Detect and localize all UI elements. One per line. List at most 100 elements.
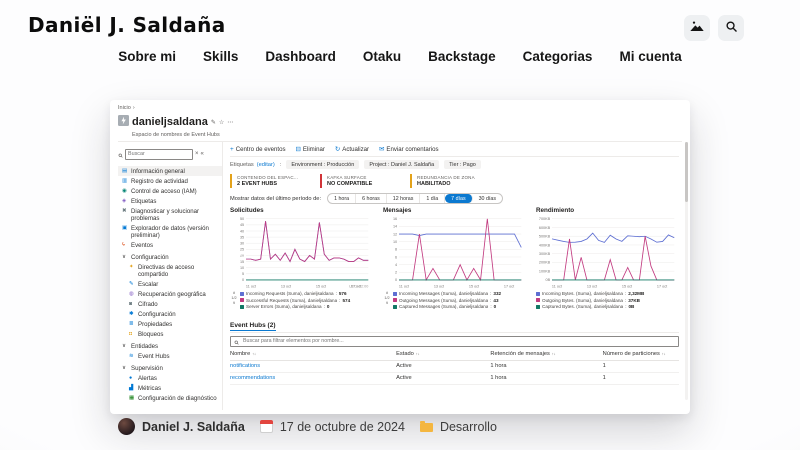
sidebar-item-icon: ▣ xyxy=(122,225,128,231)
command-bar: + Centro de eventos ⊟ Eliminar ↻ Actuali… xyxy=(230,145,679,157)
hub-retention: 1 hora xyxy=(490,375,602,381)
svg-text:8: 8 xyxy=(395,248,397,252)
time-range-pill[interactable]: 30 días xyxy=(473,194,502,203)
sort-icon[interactable]: ↑↓ xyxy=(662,352,666,356)
sidebar-item[interactable]: ϟ Eventos xyxy=(118,240,222,250)
sidebar-item[interactable]: ✖ Diagnosticar y solucionar problemas xyxy=(118,206,222,223)
breadcrumb-separator: › xyxy=(133,105,135,111)
sidebar-item-label: Bloqueos xyxy=(138,331,163,338)
sidebar-item[interactable]: ∨ Configuración xyxy=(118,252,222,262)
legend-value: 2,32MB xyxy=(628,291,644,296)
sidebar-item[interactable]: ● Alertas xyxy=(118,373,222,383)
sidebar-item[interactable]: ∨ Entidades xyxy=(118,341,222,351)
nav-item[interactable]: Mi cuenta xyxy=(619,49,681,64)
line-chart-mensajes[interactable]: 161412108642011 oct13 oct15 oct17 oct xyxy=(383,215,526,290)
sidebar-item[interactable]: ≣ Propiedades xyxy=(118,319,222,329)
mountain-icon-button[interactable] xyxy=(684,15,710,41)
time-range-pill-label: 7 días xyxy=(451,196,465,202)
sidebar-item[interactable]: ◍ Recuperación geográfica xyxy=(118,289,222,299)
edit-icon[interactable]: ✎ xyxy=(211,119,216,126)
column-header[interactable]: Número de particiones ↑↓ xyxy=(603,351,679,357)
tags-edit-link[interactable]: (editar) xyxy=(257,162,275,168)
legend-item[interactable]: Outgoing Bytes. (Suma), danieljsaldana :… xyxy=(536,298,679,303)
scrollbar[interactable] xyxy=(685,142,688,400)
post-category[interactable]: Desarrollo xyxy=(440,420,497,434)
pager-down-icon[interactable]: ∨ xyxy=(233,301,236,306)
command-bar-button[interactable]: ⊟ Eliminar xyxy=(296,145,325,153)
sidebar-item[interactable]: ✦ Directivas de acceso compartido xyxy=(118,262,222,279)
sidebar-item[interactable]: ▦ Configuración de diagnóstico xyxy=(118,393,222,403)
line-chart-rendimiento[interactable]: 700KB600KB500KB400KB300KB200KB100KB0B11 … xyxy=(536,215,679,290)
time-range-pill[interactable]: 1 día xyxy=(420,194,445,203)
sidebar-item-icon: ✱ xyxy=(129,311,135,317)
sidebar-item[interactable]: ✎ Escalar xyxy=(118,279,222,289)
legend-separator: : xyxy=(490,304,491,309)
tab-event-hubs[interactable]: Event Hubs (2) xyxy=(230,322,276,332)
more-icon[interactable]: ⋯ xyxy=(227,119,233,126)
sidebar-item[interactable]: ▥ Registro de actividad xyxy=(118,176,222,186)
line-chart-solicitudes[interactable]: 5045403530252015105011 oct13 oct15 oct17… xyxy=(230,215,373,290)
sidebar-item[interactable]: ◈ Etiquetas xyxy=(118,196,222,206)
search-button[interactable] xyxy=(718,15,744,41)
breadcrumb-home-link[interactable]: Inicio xyxy=(118,105,131,111)
sort-icon[interactable]: ↑↓ xyxy=(552,352,556,356)
collapse-sidebar-icon[interactable]: « xyxy=(201,151,204,157)
time-range-pill[interactable]: 7 días xyxy=(445,194,472,203)
author-avatar[interactable] xyxy=(118,418,135,435)
hub-name-link[interactable]: recommendations xyxy=(230,375,396,381)
legend-item[interactable]: Server Errors (Suma), danieljsaldana : 0 xyxy=(240,304,373,309)
legend-item[interactable]: Outgoing Messages (Suma), danieljsaldana… xyxy=(393,298,526,303)
sidebar-item[interactable]: ▣ Explorador de datos (versión prelimina… xyxy=(118,223,222,240)
sidebar-item[interactable]: ▟ Métricas xyxy=(118,383,222,393)
tag-chips: Environment : ProducciónProject : Daniel… xyxy=(286,160,481,169)
column-header[interactable]: Nombre ↑↓ xyxy=(230,351,396,357)
legend-item[interactable]: Successful Requests (Suma), danieljsalda… xyxy=(240,298,373,303)
sidebar-search-input[interactable] xyxy=(125,149,193,160)
time-range-pill-label: 12 horas xyxy=(393,196,414,202)
column-header[interactable]: Estado ↑↓ xyxy=(396,351,490,357)
sidebar-item-label: Explorador de datos (versión preliminar) xyxy=(131,225,220,239)
table-row[interactable]: notifications Active 1 hora 1 xyxy=(230,361,679,373)
site-logo[interactable]: Daniël J. Saldaña xyxy=(28,13,226,37)
command-bar-button[interactable]: ↻ Actualizar xyxy=(335,145,369,153)
sort-icon[interactable]: ↑↓ xyxy=(252,352,256,356)
legend-item[interactable]: Captured Bytes. (Suma), danieljsaldana :… xyxy=(536,304,679,309)
legend-separator: : xyxy=(339,298,340,303)
sidebar-item-icon: ✎ xyxy=(129,281,135,287)
nav-item[interactable]: Otaku xyxy=(363,49,401,64)
legend-item[interactable]: Incoming Messages (Suma), danieljsaldana… xyxy=(393,291,526,296)
nav-item[interactable]: Categorias xyxy=(523,49,593,64)
command-bar-button[interactable]: ✉ Enviar comentarios xyxy=(379,145,439,153)
nav-item[interactable]: Sobre mi xyxy=(118,49,176,64)
column-header[interactable]: Retención de mensajes ↑↓ xyxy=(490,351,602,357)
legend-pager[interactable]: ∧ 1/2 ∨ xyxy=(383,291,391,311)
sidebar-item-icon: ◉ xyxy=(122,188,128,194)
legend-item[interactable]: Incoming Bytes. (Suma), danieljsaldana :… xyxy=(536,291,679,296)
favorite-star-icon[interactable]: ☆ xyxy=(219,119,224,126)
time-range-pill[interactable]: 6 horas xyxy=(356,194,387,203)
nav-item[interactable]: Backstage xyxy=(428,49,496,64)
command-icon: ✉ xyxy=(379,145,384,153)
sidebar-item[interactable]: ▤ Información general xyxy=(118,166,222,176)
nav-item[interactable]: Skills xyxy=(203,49,238,64)
command-bar-button[interactable]: + Centro de eventos xyxy=(230,146,286,153)
sidebar-item[interactable]: ✱ Configuración xyxy=(118,309,222,319)
sort-icon[interactable]: ↑↓ xyxy=(416,352,420,356)
sidebar-item[interactable]: ≋ Event Hubs xyxy=(118,351,222,361)
time-range-pill[interactable]: 12 horas xyxy=(387,194,421,203)
hub-name-link[interactable]: notifications xyxy=(230,363,396,369)
pager-down-icon[interactable]: ∨ xyxy=(386,301,389,306)
legend-item[interactable]: Captured Messages (Suma), danieljsaldana… xyxy=(393,304,526,309)
sidebar-item[interactable]: ◙ Cifrado xyxy=(118,299,222,309)
sidebar-item[interactable]: ◉ Control de acceso (IAM) xyxy=(118,186,222,196)
author-name[interactable]: Daniel J. Saldaña xyxy=(142,420,245,434)
time-range-pill[interactable]: 1 hora xyxy=(328,194,356,203)
nav-item[interactable]: Dashboard xyxy=(265,49,336,64)
legend-pager[interactable]: ∧ 1/2 ∨ xyxy=(230,291,238,311)
table-row[interactable]: recommendations Active 1 hora 1 xyxy=(230,373,679,385)
sidebar-item[interactable]: ◘ Bloqueos xyxy=(118,329,222,339)
legend-item[interactable]: Incoming Requests (Suma), danieljsaldana… xyxy=(240,291,373,296)
sidebar-item[interactable]: ∨ Supervisión xyxy=(118,363,222,373)
clear-search-icon[interactable]: × xyxy=(195,151,199,157)
hub-filter-input[interactable] xyxy=(241,337,675,345)
